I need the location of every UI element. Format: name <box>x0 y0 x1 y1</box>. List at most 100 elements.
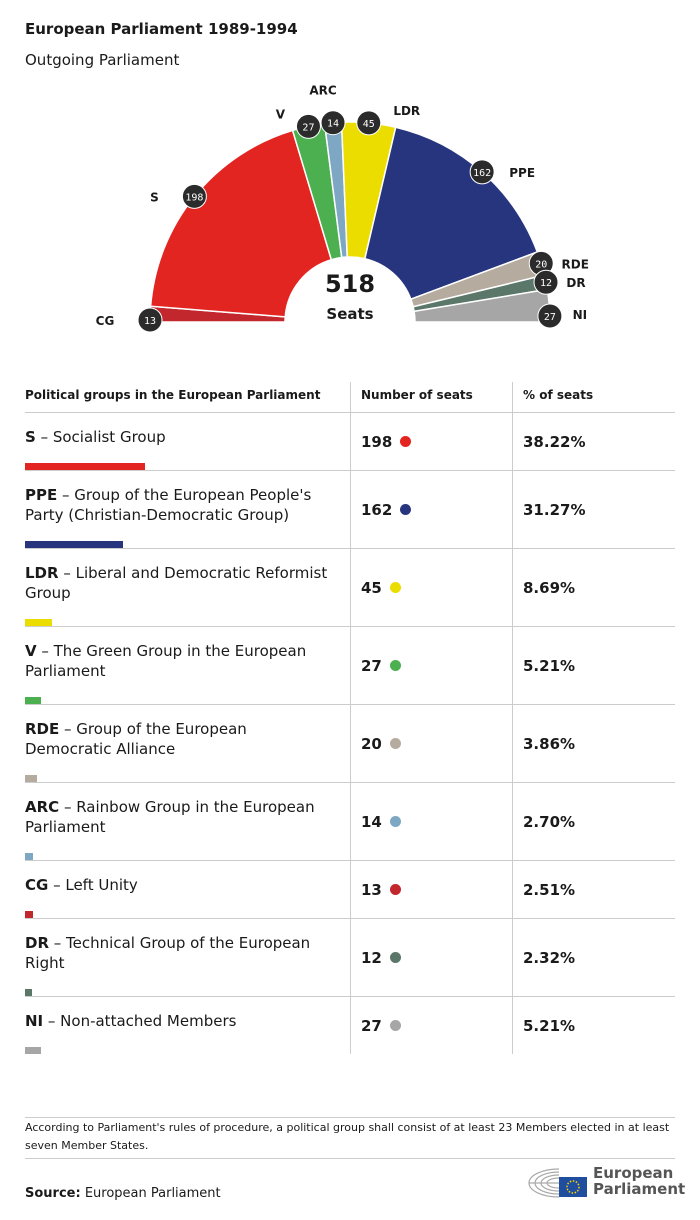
table-row: RDE – Group of the European Democratic A… <box>25 705 675 783</box>
source-text: European Parliament <box>80 1186 221 1201</box>
segment-s <box>149 129 333 318</box>
pct-cell: 3.86% <box>512 705 675 782</box>
seat-share-bar <box>25 619 53 626</box>
group-color-dot <box>389 582 401 593</box>
seat-badge <box>469 159 495 185</box>
total-seats-label: Seats <box>326 305 373 323</box>
seat-pct: 3.86% <box>523 734 576 753</box>
seat-pct: 2.70% <box>523 812 576 831</box>
group-label: V <box>276 107 286 121</box>
group-color-dot <box>400 504 412 515</box>
seat-count: 198 <box>361 432 393 451</box>
groups-table: Political groups in the European Parliam… <box>25 382 675 1054</box>
seat-share-bar <box>25 775 38 782</box>
seat-share-bar <box>25 1047 42 1054</box>
seat-count: 20 <box>361 734 382 753</box>
seat-count: 162 <box>361 500 393 519</box>
group-label: PPE <box>509 166 535 180</box>
seat-badge-value: 13 <box>144 316 156 327</box>
header-pct: % of seats <box>512 382 675 412</box>
group-label: DR <box>566 276 585 290</box>
pct-cell: 8.69% <box>512 549 675 626</box>
pct-cell: 2.32% <box>512 919 675 996</box>
logo-line1: European <box>593 1164 674 1182</box>
group-abbr: LDR <box>25 564 59 582</box>
group-abbr: ARC <box>25 798 60 816</box>
page-subtitle: Outgoing Parliament <box>25 51 180 69</box>
header-group: Political groups in the European Parliam… <box>25 388 321 402</box>
group-label: ARC <box>309 84 337 98</box>
page-title: European Parliament 1989-1994 <box>25 20 298 38</box>
seats-cell: 20 <box>350 705 512 782</box>
group-name-cell: ARC – Rainbow Group in the European Parl… <box>25 783 350 860</box>
group-name: – Liberal and Democratic Reformist Group <box>25 564 328 602</box>
group-color-dot <box>389 1020 401 1031</box>
group-name-cell: NI – Non-attached Members <box>25 997 350 1054</box>
group-label: NI <box>573 308 588 322</box>
seat-badge-value: 27 <box>544 312 556 323</box>
seat-share-bar <box>25 853 34 860</box>
table-row: ARC – Rainbow Group in the European Parl… <box>25 783 675 861</box>
group-color-dot <box>389 738 401 749</box>
ep-logo: European Parliament <box>525 1163 685 1199</box>
seat-pct: 2.51% <box>523 880 576 899</box>
seat-share-bar <box>25 911 33 918</box>
seat-count: 13 <box>361 880 382 899</box>
pct-cell: 5.21% <box>512 627 675 704</box>
group-name-cell: RDE – Group of the European Democratic A… <box>25 705 350 782</box>
group-name-cell: S – Socialist Group <box>25 413 350 470</box>
table-row: LDR – Liberal and Democratic Reformist G… <box>25 549 675 627</box>
footnote: According to Parliament's rules of proce… <box>25 1117 675 1159</box>
pct-cell: 5.21% <box>512 997 675 1054</box>
group-name: – Non-attached Members <box>43 1012 237 1030</box>
group-name-cell: DR – Technical Group of the European Rig… <box>25 919 350 996</box>
seat-badge <box>320 110 346 136</box>
group-abbr: V <box>25 642 37 660</box>
group-abbr: RDE <box>25 720 60 738</box>
group-abbr: NI <box>25 1012 44 1030</box>
seats-cell: 13 <box>350 861 512 918</box>
seat-badge <box>137 307 163 333</box>
group-name: – Group of the European People's Party (… <box>25 486 312 524</box>
group-name: – Left Unity <box>48 876 138 894</box>
group-color-dot <box>389 660 401 671</box>
pct-cell: 31.27% <box>512 471 675 548</box>
group-name-cell: CG – Left Unity <box>25 861 350 918</box>
source: Source: European Parliament <box>25 1186 221 1201</box>
group-label: S <box>150 190 159 204</box>
seat-badge-value: 14 <box>327 119 339 130</box>
seat-badge <box>356 110 382 136</box>
seat-count: 14 <box>361 812 382 831</box>
group-name: – Group of the European Democratic Allia… <box>25 720 247 758</box>
seat-badge <box>533 269 559 295</box>
group-color-dot <box>389 884 401 895</box>
group-abbr: DR <box>25 934 50 952</box>
total-seats: 518 <box>325 270 375 298</box>
group-label: CG <box>96 314 115 328</box>
seat-badge-value: 27 <box>302 122 314 133</box>
seat-badge-value: 45 <box>363 119 375 130</box>
source-label: Source: <box>25 1186 81 1201</box>
seat-badge <box>537 303 563 329</box>
table-row: S – Socialist Group 198 38.22% <box>25 413 675 471</box>
table-row: CG – Left Unity 13 2.51% <box>25 861 675 919</box>
seats-cell: 162 <box>350 471 512 548</box>
seat-pct: 38.22% <box>523 432 586 451</box>
seats-cell: 14 <box>350 783 512 860</box>
seat-pct: 2.32% <box>523 948 576 967</box>
group-name-cell: LDR – Liberal and Democratic Reformist G… <box>25 549 350 626</box>
seats-cell: 198 <box>350 413 512 470</box>
pct-cell: 38.22% <box>512 413 675 470</box>
group-name-cell: PPE – Group of the European People's Par… <box>25 471 350 548</box>
seat-badge-value: 162 <box>473 168 491 179</box>
seat-badge <box>181 183 207 209</box>
seat-count: 12 <box>361 948 382 967</box>
group-abbr: PPE <box>25 486 58 504</box>
header-seats: Number of seats <box>350 382 512 412</box>
table-row: NI – Non-attached Members 27 5.21% <box>25 997 675 1054</box>
table-header: Political groups in the European Parliam… <box>25 382 675 413</box>
seat-share-bar <box>25 541 124 548</box>
seats-cell: 12 <box>350 919 512 996</box>
seat-share-bar <box>25 989 33 996</box>
